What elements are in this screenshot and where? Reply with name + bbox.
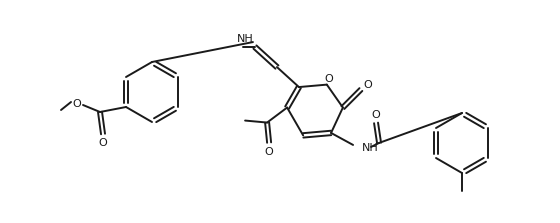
Text: O: O xyxy=(73,99,81,109)
Text: O: O xyxy=(372,110,380,120)
Text: O: O xyxy=(363,80,372,90)
Text: O: O xyxy=(99,138,108,148)
Text: O: O xyxy=(265,147,273,157)
Text: NH: NH xyxy=(236,34,253,44)
Text: O: O xyxy=(324,74,333,84)
Text: NH: NH xyxy=(362,143,379,153)
